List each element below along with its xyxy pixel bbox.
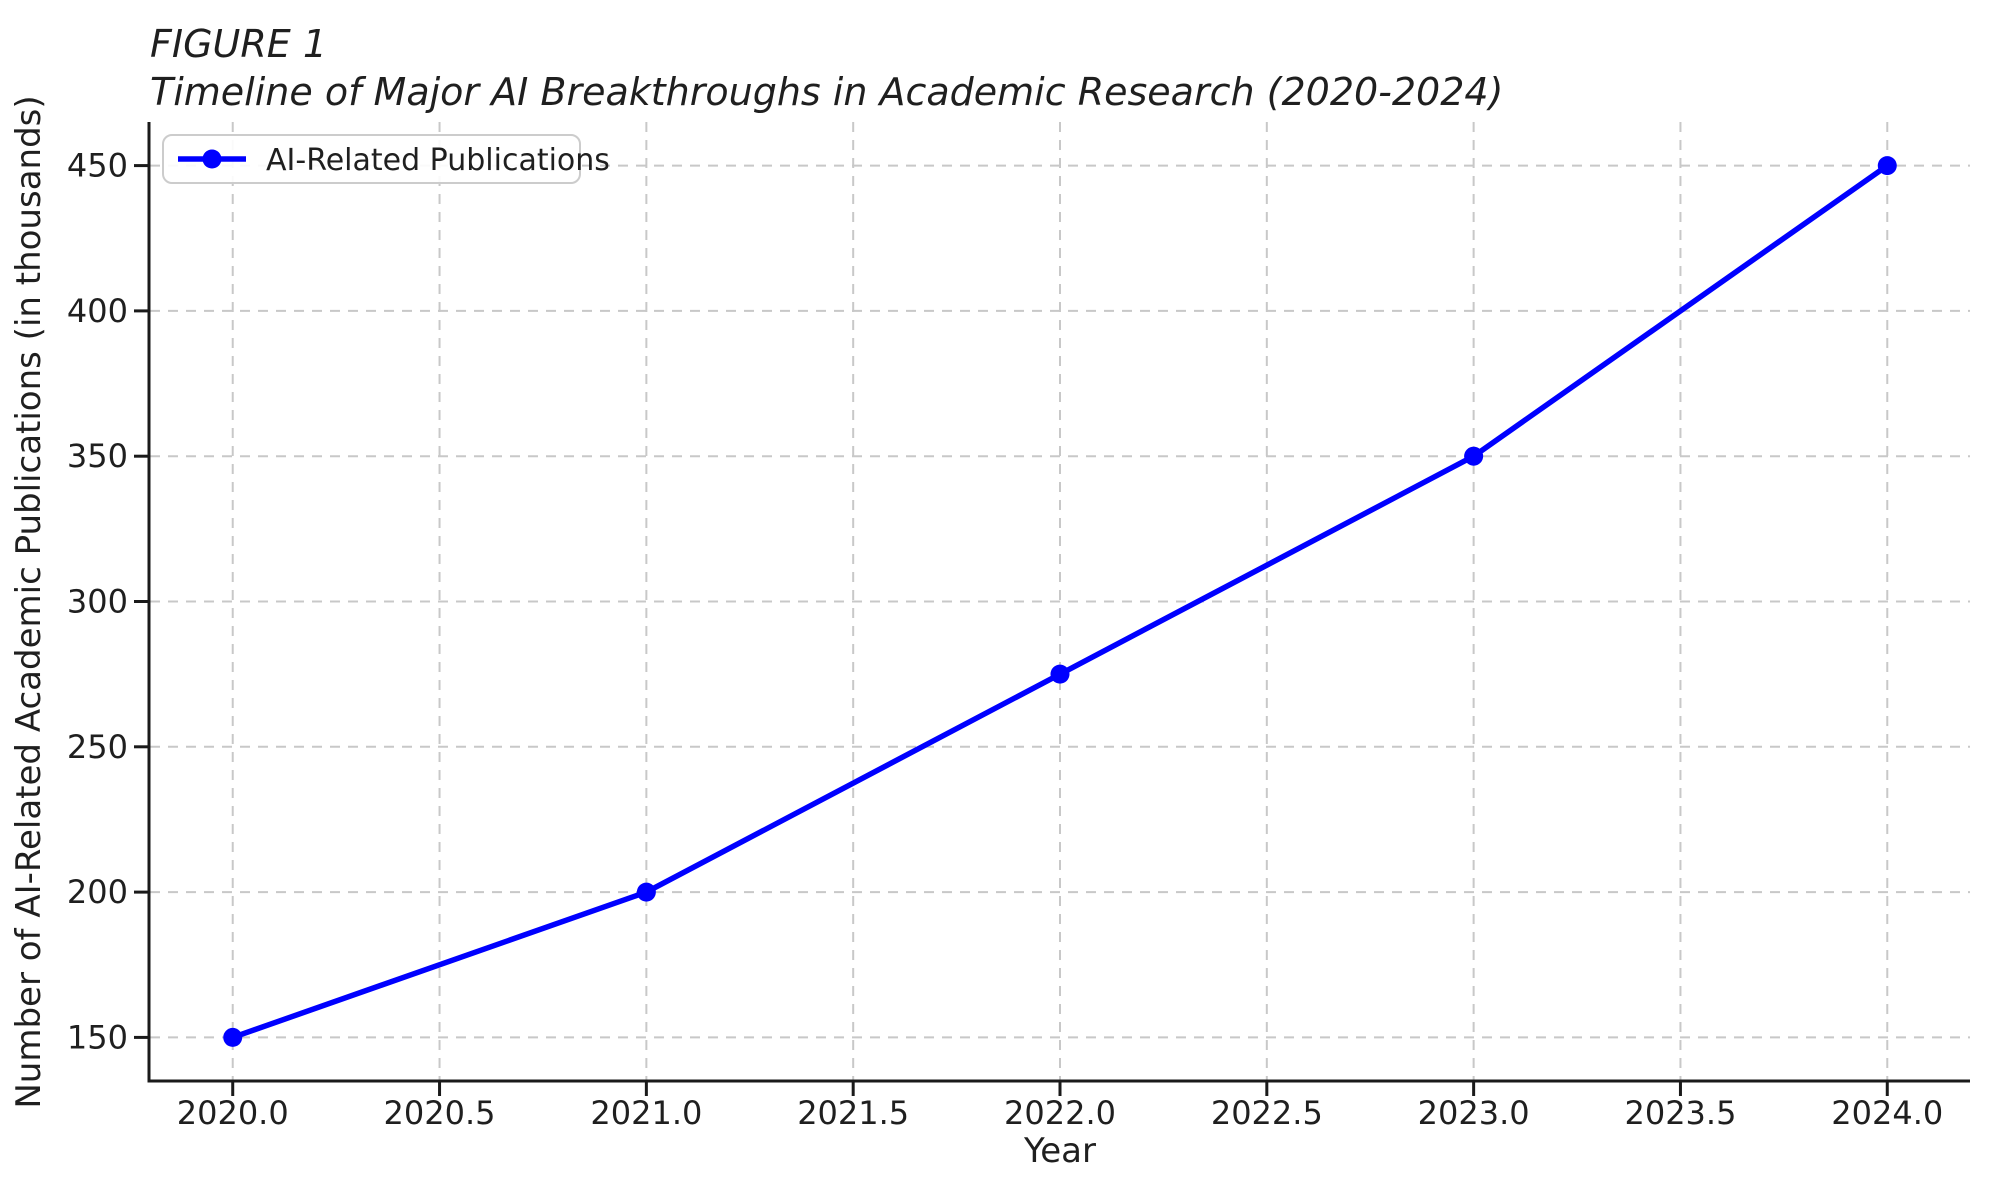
x-tick-label: 2021.5 xyxy=(797,1094,909,1132)
y-axis-label: Number of AI-Related Academic Publicatio… xyxy=(9,95,49,1108)
x-tick-label: 2022.5 xyxy=(1211,1094,1323,1132)
y-tick-label: 300 xyxy=(67,583,128,621)
legend-label: AI-Related Publications xyxy=(266,143,610,178)
figure-label: FIGURE 1 xyxy=(150,22,327,66)
x-tick-label: 2023.0 xyxy=(1418,1094,1530,1132)
data-point-2022 xyxy=(1050,664,1070,684)
y-tick-label: 450 xyxy=(67,147,128,185)
x-tick-label: 2022.0 xyxy=(1004,1094,1116,1132)
data-point-2020 xyxy=(223,1027,243,1047)
y-tick-label: 250 xyxy=(67,728,128,766)
data-point-2021 xyxy=(636,882,656,902)
x-axis-label: Year xyxy=(1023,1131,1096,1171)
x-tick-label: 2023.5 xyxy=(1624,1094,1736,1132)
x-tick-label: 2020.0 xyxy=(177,1094,289,1132)
x-tick-label: 2020.5 xyxy=(384,1094,496,1132)
y-tick-label: 200 xyxy=(67,873,128,911)
legend-marker-icon xyxy=(202,149,222,169)
y-tick-label: 350 xyxy=(67,437,128,475)
data-point-2024 xyxy=(1877,156,1897,176)
x-tick-label: 2021.0 xyxy=(590,1094,702,1132)
data-point-2023 xyxy=(1464,446,1484,466)
legend-box: AI-Related Publications xyxy=(162,134,610,184)
legend-frame xyxy=(162,134,581,184)
x-tick-label: 2024.0 xyxy=(1831,1094,1943,1132)
y-tick-label: 400 xyxy=(67,292,128,330)
chart-title: Timeline of Major AI Breakthroughs in Ac… xyxy=(150,70,1503,114)
y-tick-label: 150 xyxy=(67,1018,128,1056)
